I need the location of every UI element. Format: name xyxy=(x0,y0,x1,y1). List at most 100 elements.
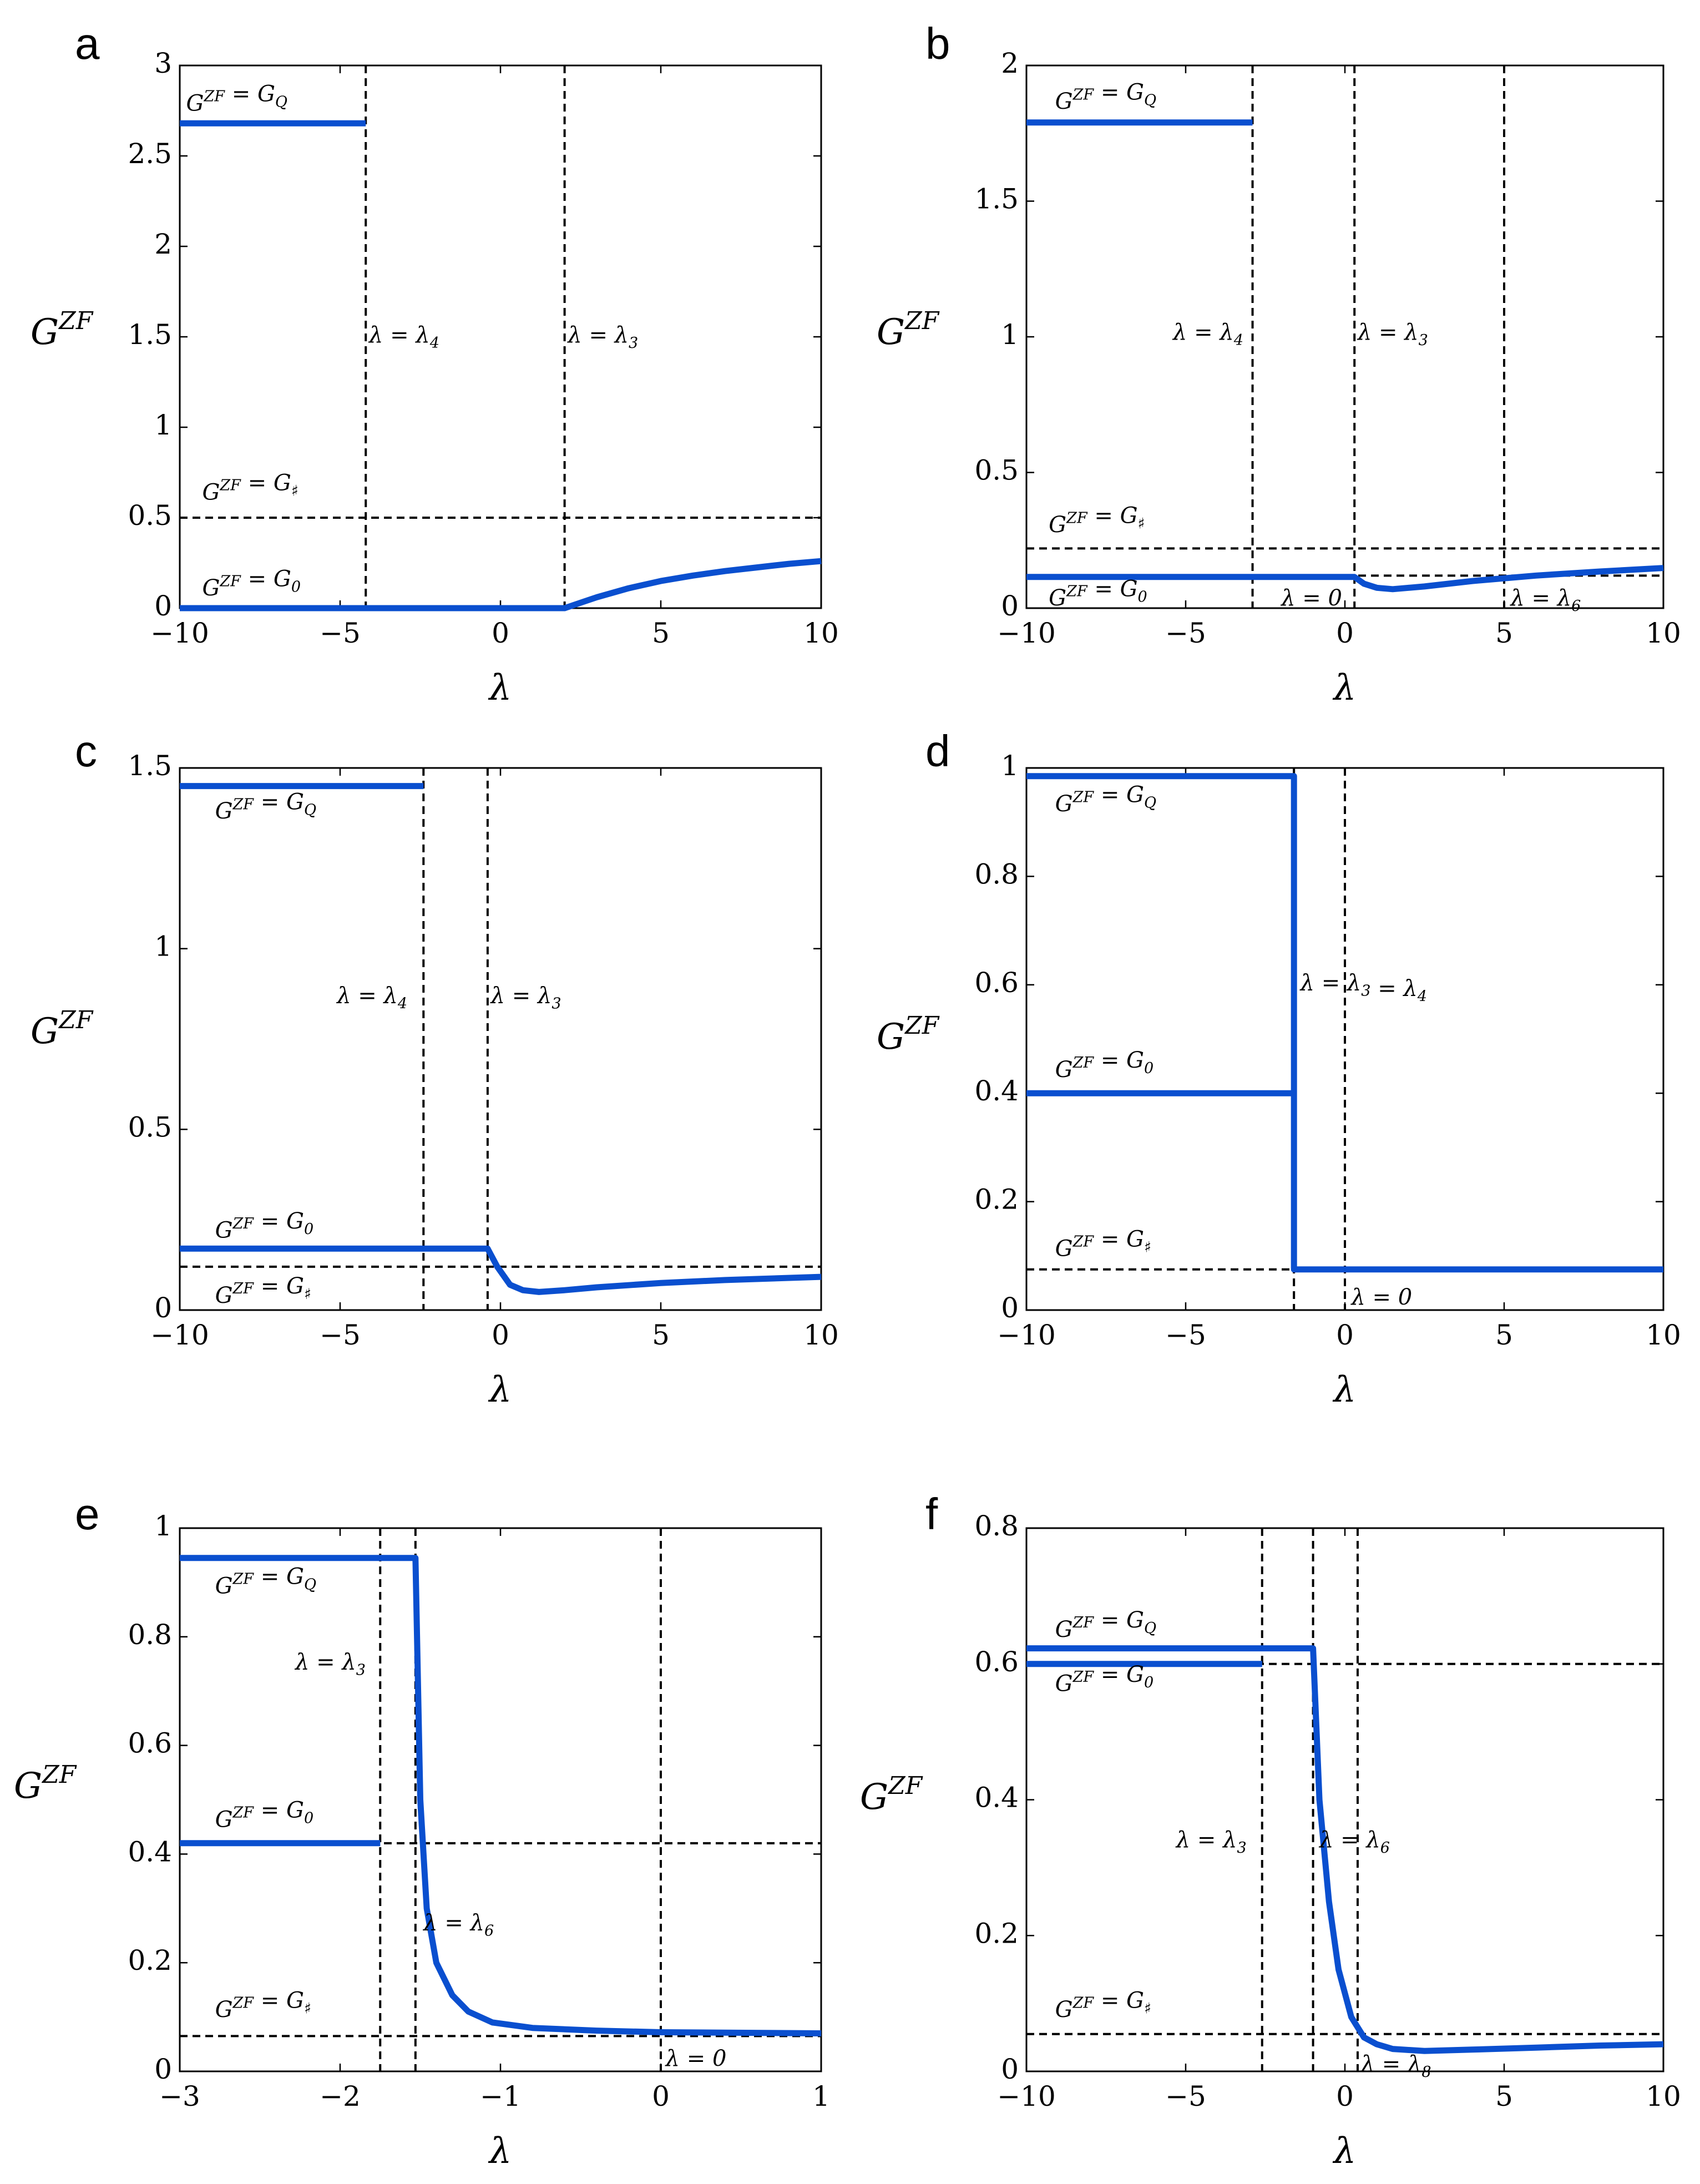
x-tick-label: −5 xyxy=(320,617,361,649)
annotation: GZF = G♯ xyxy=(1055,1988,1151,2023)
annotation: GZF = G0 xyxy=(215,1798,314,1833)
annotation: λ = λ3 xyxy=(566,322,638,352)
annotation: GZF = G♯ xyxy=(1055,1227,1151,1262)
y-tick-label: 0.5 xyxy=(128,499,172,532)
panel-f: f −10 −5 0 5 10 0 0.2 0.4 0.6 0.8 λ GZF GZF = GQ GZF =… xyxy=(860,1489,1681,2172)
y-tick-label: 1.5 xyxy=(128,750,172,782)
y-tick-label: 2.5 xyxy=(128,138,172,170)
x-tick-label: −10 xyxy=(150,1319,209,1351)
annotation: GZF = GQ xyxy=(1055,79,1157,114)
annotation: λ = λ4 xyxy=(1172,320,1243,349)
x-tick-label: 0 xyxy=(492,1319,509,1351)
x-tick-label: 10 xyxy=(1646,2080,1681,2112)
y-tick-label: 1.5 xyxy=(128,318,172,351)
annotation: GZF = GQ xyxy=(1055,782,1157,817)
x-tick-label: 5 xyxy=(1495,2080,1513,2112)
x-tick-label: −10 xyxy=(997,2080,1056,2112)
y-tick-label: 0 xyxy=(1001,590,1019,622)
x-tick-label: 10 xyxy=(1646,617,1681,649)
y-tick-label: 0 xyxy=(154,2053,172,2085)
x-axis-label: λ xyxy=(488,1369,512,1411)
y-tick-label: 0.6 xyxy=(974,967,1019,999)
annotation: GZF = GQ xyxy=(1055,1607,1157,1642)
y-tick-label: 0.5 xyxy=(974,454,1019,487)
annotation: GZF = G0 xyxy=(215,1209,314,1243)
annotation: λ = λ8 xyxy=(1360,2051,1431,2081)
panel-letter: e xyxy=(75,1489,100,1539)
annotation: λ = λ4 xyxy=(336,983,407,1012)
y-tick-label: 3 xyxy=(154,47,172,79)
series-line-2 xyxy=(1026,565,1664,593)
y-tick-label: 2 xyxy=(1001,47,1019,79)
x-axis-label: λ xyxy=(1332,668,1357,709)
x-tick-label: −10 xyxy=(150,617,209,649)
annotation: GZF = G♯ xyxy=(202,471,298,505)
annotation: λ = λ3 xyxy=(1175,1827,1247,1857)
y-tick-label: 1 xyxy=(1001,750,1019,782)
annotation: λ = λ6 xyxy=(422,1910,494,1939)
y-axis-label: GZF xyxy=(860,1772,923,1818)
series-line-2 xyxy=(180,1245,822,1295)
y-tick-label: 0.2 xyxy=(974,1184,1019,1216)
annotation: λ = λ3 xyxy=(490,983,561,1012)
plot-frame xyxy=(179,64,822,609)
y-tick-label: 1.5 xyxy=(974,183,1019,215)
x-tick-label: 10 xyxy=(803,617,839,649)
x-tick-label: 10 xyxy=(1646,1319,1681,1351)
panel-letter: c xyxy=(75,726,97,776)
annotation: GZF = G0 xyxy=(1055,1662,1154,1697)
series-line-1 xyxy=(180,1555,822,2036)
panel-letter: f xyxy=(925,1489,938,1539)
y-tick-label: 0 xyxy=(154,590,172,622)
y-tick-label: 2 xyxy=(154,228,172,260)
x-axis-label: λ xyxy=(488,2131,512,2172)
x-tick-label: −5 xyxy=(1165,617,1206,649)
y-tick-label: 0 xyxy=(1001,1292,1019,1324)
annotation: GZF = G♯ xyxy=(1049,503,1145,538)
annotation: λ = λ4 xyxy=(368,322,439,352)
annotation: λ = λ6 xyxy=(1509,585,1581,615)
x-axis-label: λ xyxy=(1332,1369,1357,1411)
y-tick-label: 0.8 xyxy=(974,858,1019,890)
y-tick-label: 0.2 xyxy=(974,1917,1019,1949)
y-axis-label: GZF xyxy=(31,307,94,353)
panel-c: c −10 −5 0 5 10 0 0.5 1 1.5 λ GZF GZF = GQ GZF = G0 GZ… xyxy=(31,726,839,1411)
x-tick-label: −5 xyxy=(1165,1319,1206,1351)
annotation: λ = λ6 xyxy=(1318,1827,1390,1857)
x-tick-label: 0 xyxy=(492,617,509,649)
panel-a: a −10 −5 0 5 10 0 0.5 1 1.5 2 2.5 3 λ GZF GZF = GQ GZF =… xyxy=(31,19,839,709)
y-tick-label: 0 xyxy=(154,1292,172,1324)
x-tick-label: −10 xyxy=(997,617,1056,649)
x-tick-label: 5 xyxy=(652,617,670,649)
panel-letter: b xyxy=(925,19,950,68)
annotation: λ = λ3 xyxy=(1357,320,1428,349)
series-line-1 xyxy=(1026,773,1663,1273)
x-tick-label: 5 xyxy=(1495,1319,1513,1351)
series-line-1 xyxy=(1026,1645,1664,2054)
panel-letter: a xyxy=(75,19,100,68)
x-tick-label: 0 xyxy=(1336,617,1354,649)
x-tick-label: −2 xyxy=(320,2080,361,2112)
y-axis-label: GZF xyxy=(877,307,940,353)
x-tick-label: −5 xyxy=(320,1319,361,1351)
panel-letter: d xyxy=(925,726,950,776)
annotation: GZF = GQ xyxy=(215,789,316,824)
annotation: λ = 0 xyxy=(665,2046,727,2071)
y-tick-label: 1 xyxy=(154,409,172,441)
x-tick-label: 1 xyxy=(812,2080,830,2112)
x-tick-label: 0 xyxy=(1336,2080,1354,2112)
x-tick-label: −5 xyxy=(1165,2080,1206,2112)
y-tick-label: 1 xyxy=(154,931,172,963)
x-tick-label: 10 xyxy=(803,1319,839,1351)
y-tick-label: 1 xyxy=(154,1510,172,1542)
annotation: λ = 0 xyxy=(1350,1285,1412,1310)
y-axis-label: GZF xyxy=(877,1012,940,1058)
x-tick-label: 0 xyxy=(1336,1319,1354,1351)
panel-e: e −3 −2 −1 0 1 0 0.2 0.4 0.6 0.8 1 λ GZF GZF = GQ λ = λ… xyxy=(14,1489,830,2172)
y-tick-label: 0.6 xyxy=(128,1727,172,1760)
annotation: λ = λ3 xyxy=(294,1650,366,1679)
panel-d: d −10 −5 0 5 10 0 0.2 0.4 0.6 0.8 1 λ GZF GZF = GQ λ = … xyxy=(877,726,1681,1411)
annotation: λ = 0 xyxy=(1280,585,1342,611)
y-tick-label: 0.5 xyxy=(128,1111,172,1143)
